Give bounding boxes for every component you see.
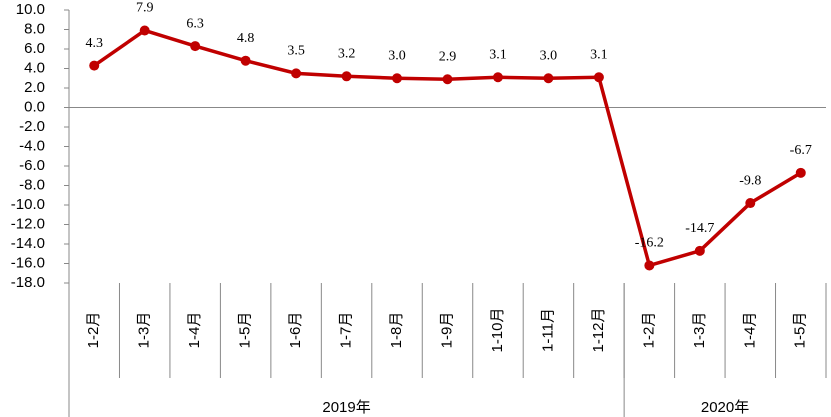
- y-tick-label: 4.0: [24, 59, 45, 76]
- y-tick-label: 8.0: [24, 20, 45, 37]
- data-point: [139, 25, 150, 36]
- data-point: [392, 73, 403, 84]
- data-label: 3.0: [540, 48, 558, 63]
- data-label: 3.1: [590, 47, 608, 62]
- y-tick-label: -16.0: [11, 254, 45, 271]
- x-tick-label: 1-5月: [237, 312, 254, 349]
- data-point: [240, 55, 251, 66]
- data-label: 3.5: [287, 44, 305, 59]
- x-tick-label: 1-6月: [287, 312, 304, 349]
- group-label: 2019年: [322, 399, 370, 416]
- y-tick-label: 10.0: [16, 1, 45, 18]
- x-tick-label: 1-3月: [136, 312, 153, 349]
- data-label: -9.8: [739, 173, 761, 188]
- x-tick-label: 1-2月: [640, 312, 657, 349]
- data-point: [89, 60, 100, 71]
- y-tick-label: -12.0: [11, 215, 45, 232]
- y-tick-label: -18.0: [11, 274, 45, 291]
- data-label: -14.7: [685, 221, 714, 236]
- group-label: 2020年: [701, 399, 749, 416]
- y-tick-label: -10.0: [11, 196, 45, 213]
- data-point: [341, 71, 352, 82]
- data-label: 6.3: [186, 16, 204, 31]
- data-point: [190, 41, 201, 52]
- data-point: [694, 245, 705, 256]
- data-point: [492, 72, 503, 83]
- x-tick-label: 1-12月: [590, 307, 607, 352]
- x-tick-label: 1-11月: [539, 308, 556, 352]
- data-point: [795, 167, 806, 178]
- x-tick-label: 1-4月: [741, 312, 758, 349]
- data-label: 2.9: [439, 49, 457, 64]
- y-tick-label: -8.0: [19, 176, 45, 193]
- data-point: [593, 72, 604, 83]
- x-tick-label: 1-8月: [388, 312, 405, 349]
- y-tick-label: 0.0: [24, 98, 45, 115]
- data-point: [543, 73, 554, 84]
- data-label: -6.7: [790, 143, 812, 158]
- data-point: [291, 68, 302, 79]
- y-tick-label: 2.0: [24, 79, 45, 96]
- x-tick-label: 1-9月: [438, 312, 455, 349]
- y-tick-label: -14.0: [11, 235, 45, 252]
- x-tick-label: 1-5月: [792, 312, 809, 349]
- data-label: 4.8: [237, 31, 255, 46]
- data-point: [442, 74, 453, 85]
- data-label: 3.2: [338, 47, 356, 62]
- x-tick-label: 1-4月: [186, 312, 203, 349]
- x-tick-label: 1-2月: [85, 312, 102, 349]
- x-tick-label: 1-10月: [489, 307, 506, 352]
- data-point: [745, 198, 756, 209]
- data-point: [644, 260, 655, 271]
- x-tick-label: 1-7月: [338, 312, 355, 349]
- y-tick-label: 6.0: [24, 40, 45, 57]
- data-label: 7.9: [136, 1, 154, 16]
- data-label: 3.0: [388, 48, 406, 63]
- y-tick-label: -6.0: [19, 157, 45, 174]
- data-label: -16.2: [635, 236, 664, 251]
- y-tick-label: -4.0: [19, 137, 45, 154]
- x-tick-label: 1-3月: [691, 312, 708, 349]
- data-label: 4.3: [85, 36, 103, 51]
- data-label: 3.1: [489, 47, 507, 62]
- y-tick-label: -2.0: [19, 118, 45, 135]
